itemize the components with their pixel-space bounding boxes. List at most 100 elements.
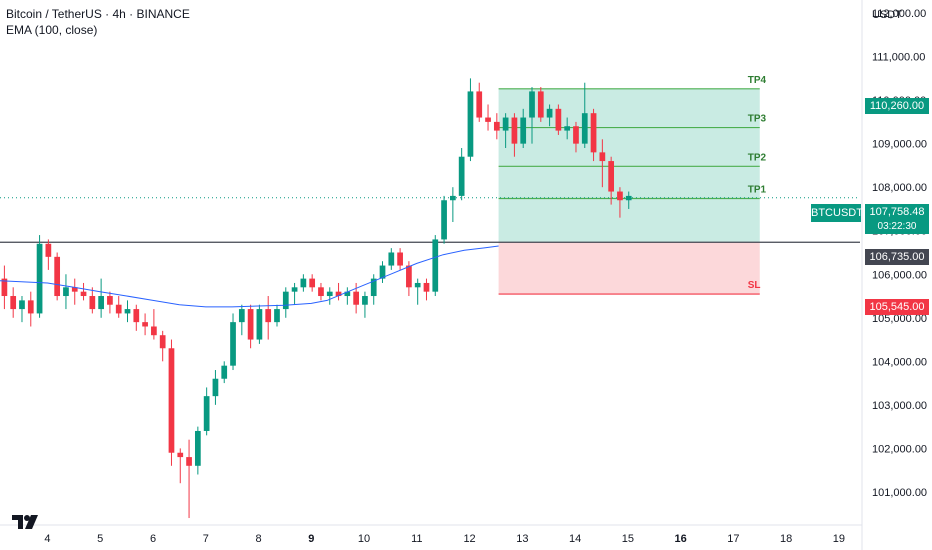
candle <box>537 87 544 122</box>
candle <box>194 426 201 475</box>
x-tick-label: 11 <box>411 533 422 545</box>
candle-body <box>362 296 368 305</box>
candle-body <box>326 291 333 297</box>
candle-body <box>406 265 412 288</box>
x-tick-label: 7 <box>203 533 209 545</box>
candle-body <box>388 252 395 266</box>
x-tick-label: 12 <box>463 533 475 545</box>
candle-body <box>546 108 553 118</box>
candle <box>168 339 175 466</box>
candle <box>1 265 8 310</box>
candle <box>203 387 210 436</box>
y-tick-label: 101,000.00 <box>872 487 927 499</box>
candle <box>608 156 615 205</box>
candle <box>450 187 456 223</box>
y-tick-label: 102,000.00 <box>872 443 927 455</box>
candle <box>397 248 403 270</box>
candle <box>379 261 386 283</box>
candle <box>520 108 527 149</box>
candle <box>291 282 298 305</box>
candle <box>247 304 254 349</box>
candle-body <box>476 91 483 118</box>
y-axis[interactable]: 101,000.00 102,000.00 103,000.00 104,000.00… <box>861 0 927 550</box>
candle <box>238 304 245 336</box>
candle-body <box>27 300 34 314</box>
x-tick-label: 5 <box>97 533 103 545</box>
candle-body <box>309 278 316 288</box>
x-axis[interactable]: 4 5 6 7 8 9 10 11 12 13 14 15 16 17 18 19 <box>0 524 862 545</box>
candle-body <box>502 117 509 131</box>
candle-body <box>608 161 615 192</box>
candle-body <box>335 291 342 297</box>
candle-body <box>203 396 210 431</box>
candle-body <box>151 326 157 336</box>
candle-body <box>265 309 272 323</box>
candle <box>423 278 430 301</box>
candle-body <box>194 430 201 466</box>
x-tick-label: 16 <box>674 533 686 545</box>
y-tick-label: 106,000.00 <box>872 269 927 281</box>
tradingview-logo-icon[interactable] <box>10 512 44 532</box>
candle <box>458 148 465 201</box>
candle <box>274 304 280 327</box>
candle-body <box>432 239 439 292</box>
symbol-title[interactable]: Bitcoin / TetherUS · 4h · BINANCE <box>6 7 190 21</box>
candle-body <box>291 287 298 292</box>
candle-body <box>458 156 465 196</box>
candle <box>124 300 131 323</box>
candle-body <box>115 304 122 314</box>
candle-body <box>555 108 562 131</box>
candles <box>1 78 632 519</box>
symbol-badge: BTCUSDT <box>811 204 863 222</box>
candle-body <box>599 152 606 162</box>
candle <box>564 117 571 140</box>
candle <box>80 282 87 301</box>
candle-body <box>80 291 87 297</box>
candle <box>177 448 184 484</box>
current-price: 107,758.48 <box>869 206 925 218</box>
candle-body <box>19 300 25 310</box>
candle-body <box>564 126 571 131</box>
y-tick-label: 104,000.00 <box>872 356 927 368</box>
candle-body <box>467 91 474 157</box>
candle-body <box>63 287 69 297</box>
candle <box>159 330 166 362</box>
x-tick-label: 17 <box>727 533 739 545</box>
candle <box>432 235 439 297</box>
candle <box>19 296 25 323</box>
candle <box>493 113 500 140</box>
stop-label: SL <box>748 280 761 291</box>
candle-body <box>186 457 192 466</box>
target-zone <box>498 88 760 243</box>
candle-body <box>617 191 623 201</box>
candle-body <box>573 126 579 144</box>
candle <box>186 439 192 519</box>
candle-body <box>274 309 280 323</box>
candle <box>555 104 562 135</box>
candle-body <box>142 322 148 327</box>
candle-body <box>71 287 78 292</box>
candle <box>441 195 447 244</box>
candle <box>256 304 263 344</box>
candle <box>335 282 342 301</box>
candle <box>318 282 324 301</box>
indicator-label[interactable]: EMA (100, close) <box>6 23 98 37</box>
candle-body <box>133 309 140 323</box>
candle-body <box>397 252 403 266</box>
candle <box>590 108 597 162</box>
x-tick-label: 10 <box>358 533 370 545</box>
candle <box>362 291 368 318</box>
candle <box>36 235 43 318</box>
x-tick-label: 9 <box>308 533 314 545</box>
candle <box>300 274 307 292</box>
candle <box>344 287 351 305</box>
candle <box>599 139 606 188</box>
candle <box>502 113 509 149</box>
axis-currency[interactable]: USDT <box>872 9 902 21</box>
candle-body <box>529 91 535 118</box>
candle-body <box>414 282 421 288</box>
candle-body <box>370 278 377 297</box>
candle-body <box>221 365 228 379</box>
candle-body <box>493 121 500 131</box>
